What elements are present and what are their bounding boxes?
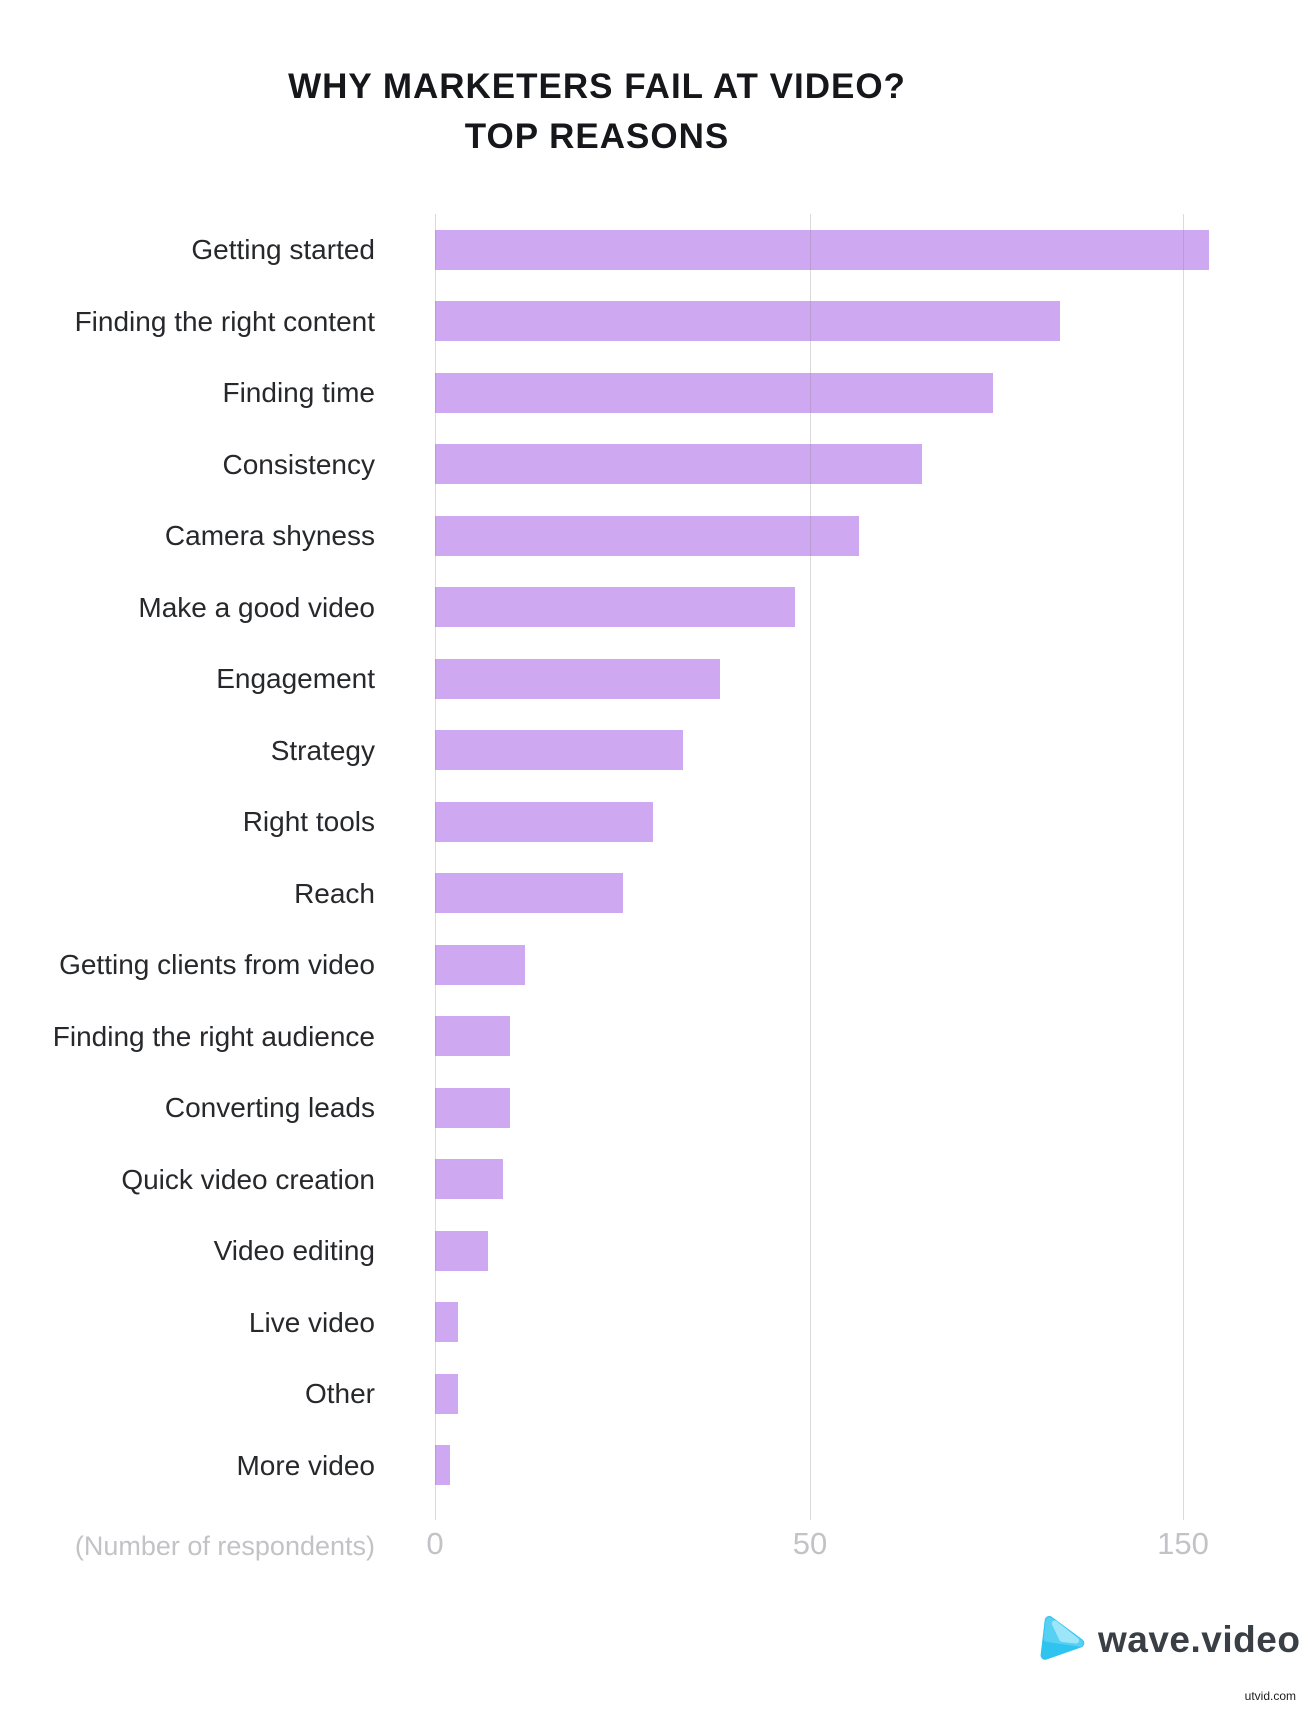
bar [435,301,1060,342]
chart-rows: Getting started Finding the right content… [0,214,1300,1501]
watermark-text: utvid.com [1244,1689,1296,1703]
chart-row: Right tools [0,786,1300,858]
brand-logo: wave.video [1036,1612,1300,1668]
chart-row: Consistency [0,429,1300,501]
category-label: Getting started [191,234,375,265]
category-label: Consistency [222,448,375,480]
chart-row: Engagement [0,643,1300,715]
category-label: Live video [248,1306,375,1338]
bar [435,1445,450,1486]
chart-row: Finding the right audience [0,1001,1300,1073]
category-label: Finding the right audience [52,1020,375,1052]
gridline [434,214,436,1520]
chart-row: Converting leads [0,1072,1300,1144]
chart-row: More video [0,1430,1300,1502]
bar [435,444,922,485]
category-label: Engagement [216,663,375,694]
bar [435,658,720,699]
bar [435,873,623,914]
chart-row: Video editing [0,1215,1300,1287]
gridline [1182,214,1184,1520]
bar [435,1373,458,1414]
category-label: More video [236,1449,375,1481]
play-triangle-icon [1040,1615,1085,1660]
chart-row: Make a good video [0,572,1300,644]
category-label: Make a good video [138,591,375,623]
bar [435,730,683,771]
gridline [809,214,811,1520]
chart-row: Camera shyness [0,500,1300,572]
chart-row: Reach [0,858,1300,930]
category-label: Camera shyness [164,520,375,551]
category-label: Reach [294,877,375,909]
category-label: Finding time [222,377,375,408]
category-label: Quick video creation [121,1163,375,1195]
bar [435,1016,510,1057]
chart-title-line1: WHY MARKETERS FAIL AT VIDEO? [288,67,906,106]
chart-row: Getting started [0,214,1300,286]
brand-logo-text: wave.video [1098,1619,1300,1660]
bar [435,229,1210,270]
x-axis-note: (Number of respondents) [74,1531,375,1561]
x-axis-tick-label: 0 [426,1526,444,1561]
bar [435,515,859,556]
category-label: Other [304,1378,375,1409]
category-label: Right tools [242,806,375,837]
chart-row: Finding time [0,357,1300,429]
category-label: Converting leads [164,1092,375,1123]
bar [435,587,795,628]
bar [435,1230,488,1271]
category-label: Getting clients from video [59,949,375,980]
chart-row: Quick video creation [0,1144,1300,1216]
chart-row: Strategy [0,715,1300,787]
category-label: Video editing [213,1235,375,1266]
chart-title: WHY MARKETERS FAIL AT VIDEO? TOP REASONS [0,62,1194,162]
chart-title-line2: TOP REASONS [464,117,730,156]
chart-row: Finding the right content [0,286,1300,358]
chart-row: Live video [0,1287,1300,1359]
x-axis-tick-label: 150 [1157,1526,1209,1561]
bar [435,1087,510,1128]
category-label: Finding the right content [74,305,375,337]
bar [435,1302,458,1343]
chart-row: Other [0,1358,1300,1430]
bar [435,372,993,413]
x-axis-tick-label: 50 [792,1526,828,1561]
chart-row: Getting clients from video [0,929,1300,1001]
bar [435,801,653,842]
category-label: Strategy [270,734,375,766]
bar [435,944,525,985]
bar [435,1159,503,1200]
